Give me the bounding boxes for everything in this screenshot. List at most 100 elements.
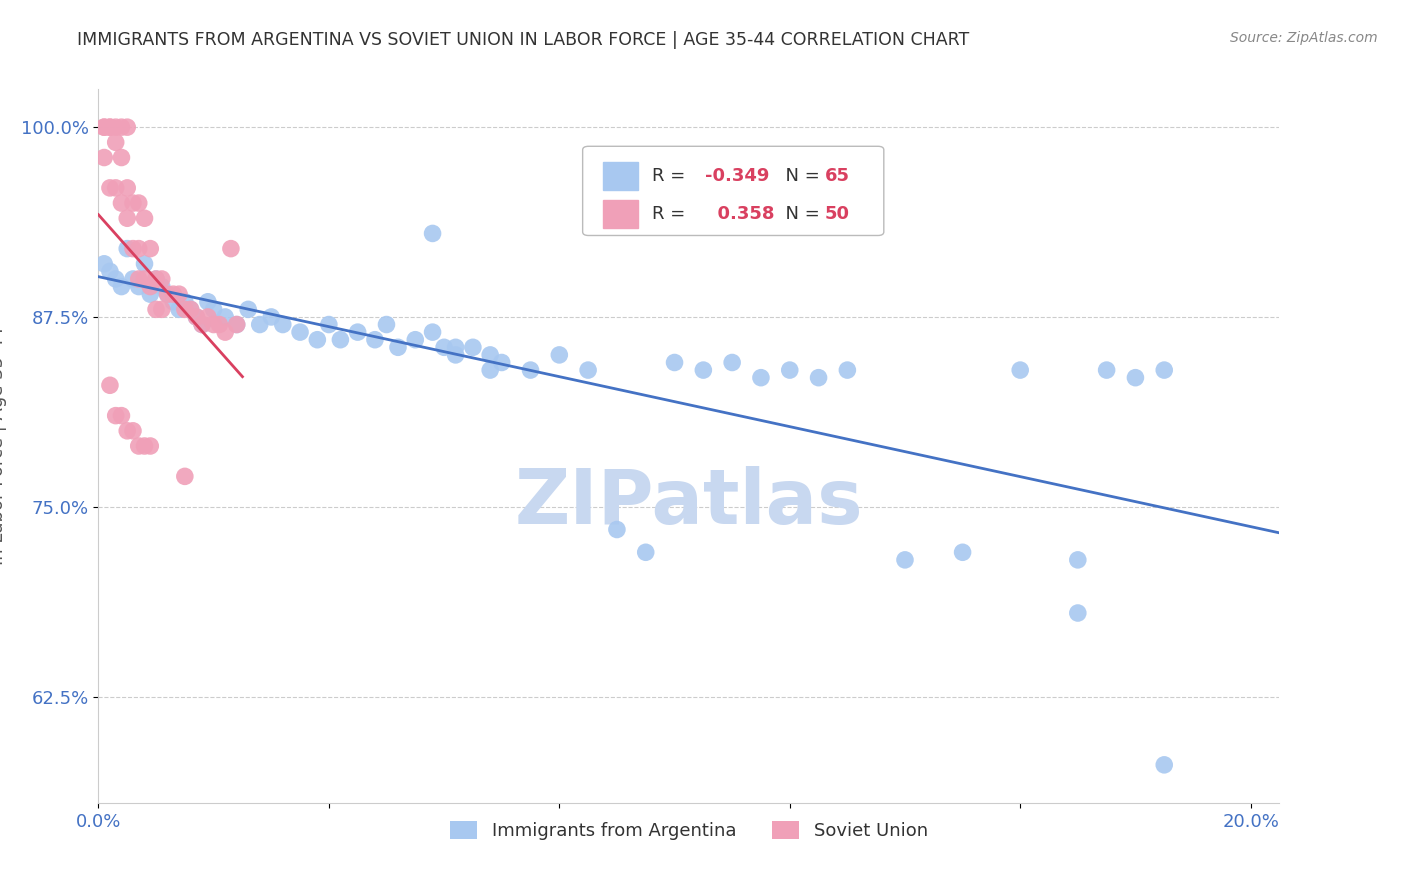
Point — [364, 333, 387, 347]
Point — [104, 181, 127, 195]
Text: 50: 50 — [825, 205, 849, 223]
Point — [479, 363, 502, 377]
Point — [98, 120, 121, 135]
Point — [606, 523, 628, 537]
Point — [249, 318, 271, 332]
Point — [145, 272, 167, 286]
Point — [191, 318, 214, 332]
Point — [139, 287, 162, 301]
Point — [110, 151, 132, 165]
Point — [444, 348, 467, 362]
Point — [93, 120, 115, 135]
Point — [156, 287, 179, 301]
Point — [128, 279, 150, 293]
Legend: Immigrants from Argentina, Soviet Union: Immigrants from Argentina, Soviet Union — [443, 814, 935, 847]
Point — [894, 553, 917, 567]
Point — [98, 120, 121, 135]
Point — [115, 242, 138, 256]
Point — [186, 310, 208, 324]
Point — [721, 355, 744, 369]
Point — [519, 363, 541, 377]
Point — [128, 242, 150, 256]
Point — [110, 120, 132, 135]
Text: R =: R = — [652, 205, 692, 223]
Point — [214, 325, 236, 339]
Point — [1125, 370, 1147, 384]
Point — [93, 257, 115, 271]
Point — [115, 120, 138, 135]
Point — [288, 325, 311, 339]
Point — [156, 287, 179, 301]
Point — [307, 333, 329, 347]
Point — [479, 348, 502, 362]
Point — [271, 318, 294, 332]
Point — [375, 318, 398, 332]
Text: N =: N = — [773, 167, 825, 186]
Point — [180, 302, 202, 317]
Point — [104, 120, 127, 135]
Point — [208, 318, 231, 332]
Point — [404, 333, 426, 347]
Point — [807, 370, 830, 384]
Point — [173, 294, 195, 309]
Point — [110, 279, 132, 293]
Point — [225, 318, 247, 332]
Point — [162, 287, 184, 301]
Point — [202, 302, 225, 317]
Point — [104, 136, 127, 150]
Point — [634, 545, 657, 559]
Point — [197, 310, 219, 324]
Text: IMMIGRANTS FROM ARGENTINA VS SOVIET UNION IN LABOR FORCE | AGE 35-44 CORRELATION: IMMIGRANTS FROM ARGENTINA VS SOVIET UNIO… — [77, 31, 970, 49]
Point — [122, 424, 145, 438]
Point — [1095, 363, 1118, 377]
Point — [110, 409, 132, 423]
Point — [422, 325, 444, 339]
Point — [139, 439, 162, 453]
Point — [162, 294, 184, 309]
Point — [122, 242, 145, 256]
Text: 65: 65 — [825, 167, 849, 186]
Text: N =: N = — [773, 205, 825, 223]
Point — [779, 363, 801, 377]
Y-axis label: In Labor Force | Age 35-44: In Labor Force | Age 35-44 — [0, 326, 7, 566]
Point — [139, 279, 162, 293]
Point — [98, 378, 121, 392]
Point — [98, 181, 121, 195]
Point — [692, 363, 714, 377]
Text: ZIPatlas: ZIPatlas — [515, 467, 863, 540]
Point — [173, 302, 195, 317]
Point — [186, 310, 208, 324]
Point — [749, 370, 772, 384]
Text: 0.358: 0.358 — [706, 205, 775, 223]
Point — [167, 287, 190, 301]
Point — [134, 272, 156, 286]
Point — [98, 264, 121, 278]
Point — [219, 242, 242, 256]
Point — [491, 355, 513, 369]
Point — [145, 272, 167, 286]
Point — [134, 257, 156, 271]
Point — [422, 227, 444, 241]
Point — [260, 310, 283, 324]
Point — [1153, 757, 1175, 772]
Text: -0.349: -0.349 — [706, 167, 770, 186]
Point — [150, 279, 173, 293]
Point — [128, 272, 150, 286]
FancyBboxPatch shape — [603, 200, 638, 228]
Point — [122, 196, 145, 211]
Point — [329, 333, 352, 347]
Point — [952, 545, 974, 559]
Point — [1067, 606, 1090, 620]
Point — [115, 424, 138, 438]
Point — [433, 340, 456, 354]
Text: R =: R = — [652, 167, 692, 186]
Point — [837, 363, 859, 377]
FancyBboxPatch shape — [582, 146, 884, 235]
Point — [134, 439, 156, 453]
Point — [202, 318, 225, 332]
Point — [576, 363, 599, 377]
Point — [214, 310, 236, 324]
Point — [191, 318, 214, 332]
Point — [444, 340, 467, 354]
Point — [173, 469, 195, 483]
